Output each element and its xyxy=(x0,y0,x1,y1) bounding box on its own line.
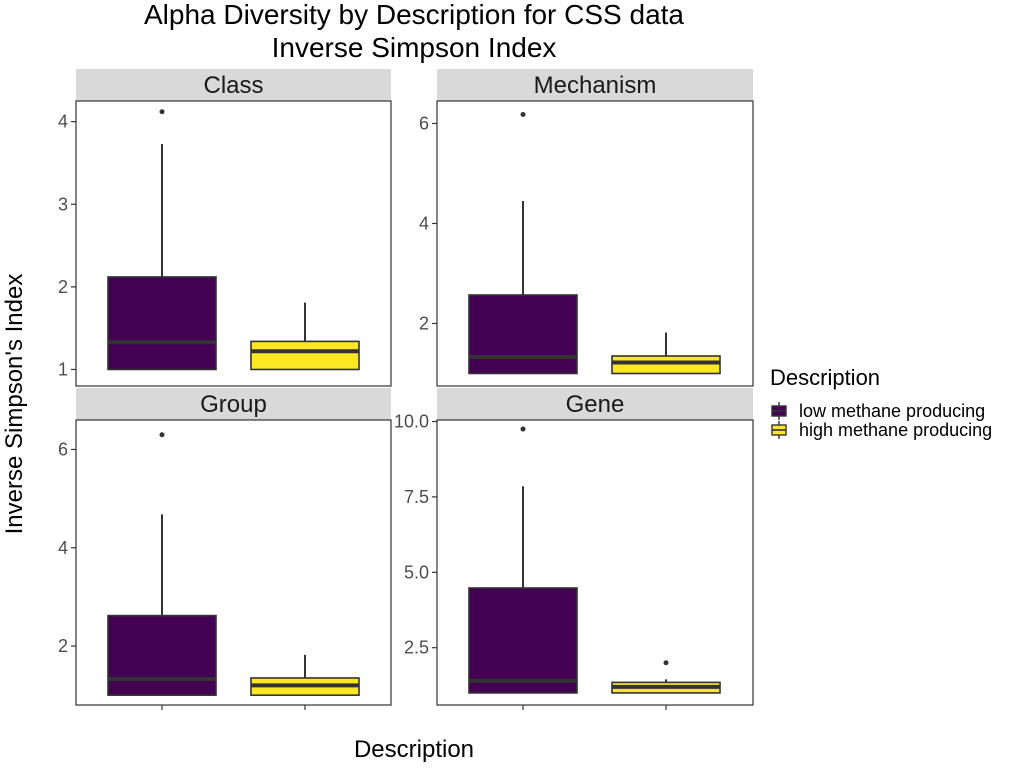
facet-group: Group 2 4 6 xyxy=(58,388,392,710)
facet-strip xyxy=(437,388,753,420)
y-tick-label: 3 xyxy=(58,194,68,214)
box-low-methane xyxy=(468,112,578,375)
y-tick-label: 2 xyxy=(58,277,68,297)
outlier-point xyxy=(663,660,669,666)
box-iqr xyxy=(468,294,578,375)
y-tick-label: 6 xyxy=(58,439,68,459)
y-axis-title: Inverse Simpson's Index xyxy=(1,274,28,535)
outlier-point xyxy=(159,109,165,115)
facet-mechanism: Mechanism 2 4 6 xyxy=(419,69,754,387)
y-tick-label: 7.5 xyxy=(404,487,429,507)
box-low-methane xyxy=(107,109,217,371)
legend-label: high methane producing xyxy=(799,420,992,440)
box-iqr xyxy=(107,614,217,696)
box-high-methane xyxy=(250,302,360,371)
facet-strip-label: Mechanism xyxy=(534,72,657,99)
facet-strip xyxy=(76,388,391,420)
legend-entry: high methane producing xyxy=(771,420,992,440)
facet-strip xyxy=(437,69,753,101)
box-iqr xyxy=(250,340,360,371)
y-tick-label: 2 xyxy=(58,636,68,656)
chart-subtitle: Inverse Simpson Index xyxy=(272,32,557,63)
box-iqr xyxy=(611,355,721,375)
facet-strip-label: Group xyxy=(200,391,267,418)
box-low-methane xyxy=(468,426,578,694)
x-axis-title: Description xyxy=(354,736,474,763)
box-high-methane xyxy=(611,332,721,375)
y-tick-label: 6 xyxy=(419,114,429,134)
legend-label: low methane producing xyxy=(799,401,985,421)
outlier-point xyxy=(159,432,165,438)
y-tick-label: 4 xyxy=(58,112,68,132)
y-tick-label: 5.0 xyxy=(404,562,429,582)
facet-class: Class 1 2 3 4 xyxy=(58,69,392,387)
y-tick-label: 10.0 xyxy=(394,412,429,432)
outlier-point xyxy=(520,112,526,117)
chart-title: Alpha Diversity by Description for CSS d… xyxy=(144,0,684,30)
outlier-point xyxy=(520,426,526,432)
y-tick-label: 1 xyxy=(58,359,68,379)
box-high-methane xyxy=(611,660,721,694)
box-iqr xyxy=(468,587,578,694)
box-low-methane xyxy=(107,432,217,696)
facet-strip-label: Gene xyxy=(566,391,625,418)
box-high-methane xyxy=(250,654,360,696)
legend-title: Description xyxy=(770,365,880,390)
facet-gene: Gene 2.5 5.0 7.5 10.0 xyxy=(394,388,754,710)
y-tick-label: 4 xyxy=(419,214,429,234)
facet-strip xyxy=(76,69,391,101)
facet-strip-label: Class xyxy=(203,72,263,99)
y-tick-label: 2 xyxy=(419,314,429,334)
legend-entry: low methane producing xyxy=(771,401,985,421)
box-iqr xyxy=(107,276,217,371)
y-tick-label: 4 xyxy=(58,538,68,558)
y-tick-label: 2.5 xyxy=(404,638,429,658)
